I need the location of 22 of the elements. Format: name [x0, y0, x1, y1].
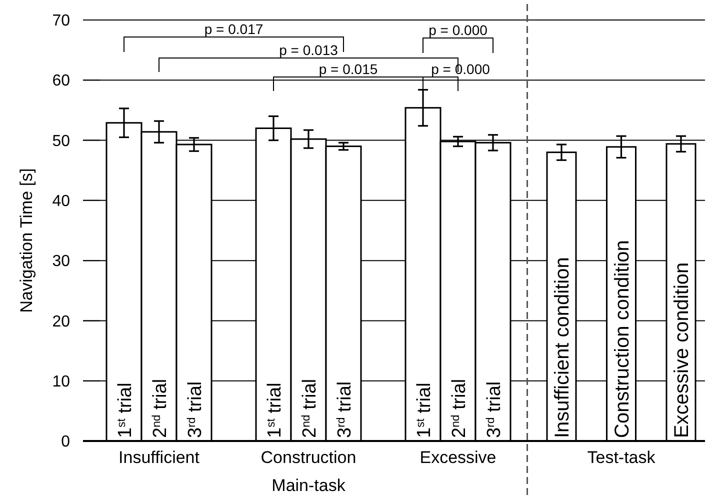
- annotation: p = 0.000: [431, 61, 490, 77]
- annotation: p = 0.015: [318, 61, 378, 77]
- y-tick-label: 20: [52, 313, 70, 330]
- y-axis-title: Navigation Time [s]: [17, 168, 36, 313]
- text: Construction: [260, 448, 356, 467]
- text: Insufficient: [118, 448, 200, 467]
- annotation: p = 0.000: [428, 22, 488, 38]
- y-tick-label: 70: [52, 12, 70, 30]
- text: Excessive: [420, 448, 496, 467]
- annotation: p = 0.017: [204, 21, 264, 37]
- y-tick-label: 0: [61, 434, 70, 451]
- x-tick-label: Excessive condition: [671, 262, 693, 438]
- y-tick-label: 30: [52, 253, 70, 270]
- x-tick-label: Insufficient condition: [552, 257, 574, 438]
- y-tick-label: 60: [52, 72, 70, 90]
- y-tick-label: 50: [52, 132, 70, 150]
- text: Test-task: [587, 448, 656, 467]
- y-tick-label: 40: [52, 193, 70, 210]
- x-tick-label: Construction condition: [611, 240, 634, 438]
- y-tick-label: 10: [52, 373, 70, 390]
- x-axis-title: Main-task: [272, 476, 346, 495]
- annotation: p = 0.013: [279, 42, 338, 58]
